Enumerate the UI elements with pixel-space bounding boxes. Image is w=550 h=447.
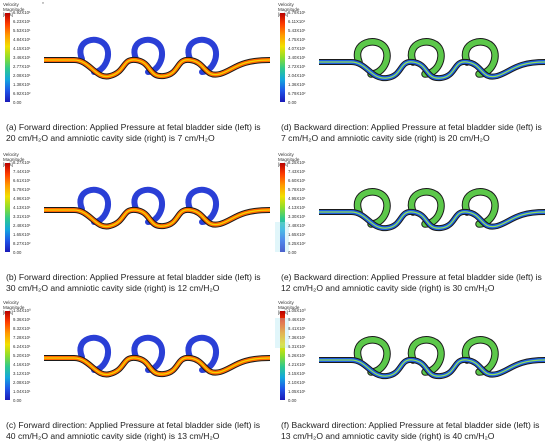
tick-label: 9.46X10¹ <box>288 317 306 322</box>
panel-caption: (a) Forward direction: Applied Pressure … <box>6 122 261 143</box>
tick-label: 8.25X10² <box>288 241 306 246</box>
tick-label: 4.16X10¹ <box>13 362 31 367</box>
panel-caption: (e) Backward direction: Applied Pressure… <box>281 272 542 293</box>
tick-label: 3.15X10¹ <box>288 371 306 376</box>
tick-label: 0.00 <box>13 250 22 255</box>
tick-label: 0.00 <box>288 100 297 105</box>
tick-label: 5.53X10¹ <box>13 28 31 33</box>
panel-caption: (f) Backward direction: Applied Pressure… <box>281 420 540 441</box>
tick-label: 6.23X10¹ <box>13 19 31 24</box>
tick-label: 3.30X10¹ <box>288 214 306 219</box>
tick-label: 4.84X10¹ <box>13 37 31 42</box>
legend-title-line1: Velocity <box>3 300 19 305</box>
shunt-coil-flow-forward <box>44 330 270 384</box>
shunt-coil-flow-backward <box>319 330 545 384</box>
panel-caption: (b) Forward direction: Applied Pressure … <box>6 272 261 293</box>
tick-label: 2.10X10¹ <box>288 380 306 385</box>
tick-label: 5.26X10¹ <box>288 353 306 358</box>
tick-label: 4.75X10¹ <box>288 37 306 42</box>
tick-label: 8.25X10¹ <box>288 160 306 165</box>
tick-label: 6.60X10¹ <box>288 178 306 183</box>
tick-label: 4.21X10¹ <box>288 362 306 367</box>
tick-label: 6.92X10² <box>13 91 31 96</box>
tick-label: 2.48X10¹ <box>13 223 31 228</box>
tick-label: 2.77X10¹ <box>13 64 31 69</box>
colorbar-ticks: 6.79X10¹ 6.11X10¹ 5.43X10¹ 4.75X10¹ 4.07… <box>288 10 305 105</box>
tick-label: 3.40X10¹ <box>288 55 306 60</box>
tick-label: 7.36X10¹ <box>288 335 306 340</box>
tick-label: 6.79X10² <box>288 91 306 96</box>
tick-label: 6.11X10¹ <box>288 19 306 24</box>
legend-title-line1: Velocity <box>3 2 19 7</box>
tick-label: 6.79X10¹ <box>288 10 306 15</box>
corner-mark: * <box>42 2 44 8</box>
tick-label: 6.92X10¹ <box>13 10 31 15</box>
tick-label: 1.65X10¹ <box>288 232 306 237</box>
tick-label: 1.05X10⁰ <box>288 308 306 313</box>
velocity-colorbar <box>5 311 10 400</box>
tick-label: 7.44X10¹ <box>13 169 31 174</box>
tick-label: 5.79X10¹ <box>13 187 31 192</box>
render-artifact <box>275 318 289 348</box>
colorbar-ticks: 8.25X10¹ 7.43X10¹ 6.60X10¹ 5.78X10¹ 4.95… <box>288 160 305 255</box>
tick-label: 0.00 <box>288 398 297 403</box>
tick-label: 2.72X10¹ <box>288 64 306 69</box>
tick-label: 7.28X10¹ <box>13 335 31 340</box>
shunt-coil-flow-backward <box>319 182 545 236</box>
colorbar-ticks: 1.05X10⁰ 9.46X10¹ 8.41X10¹ 7.36X10¹ 6.31… <box>288 308 306 403</box>
legend-title-line1: Velocity <box>278 2 294 7</box>
shunt-coil-flow-forward <box>44 32 270 86</box>
tick-label: 5.43X10¹ <box>288 28 306 33</box>
tick-label: 4.13X10¹ <box>288 205 306 210</box>
tick-label: 5.20X10¹ <box>13 353 31 358</box>
velocity-colorbar <box>280 13 285 102</box>
legend-title-line1: Velocity <box>278 300 294 305</box>
tick-label: 3.46X10¹ <box>13 55 31 60</box>
tick-label: 8.27X10² <box>13 241 31 246</box>
tick-label: 9.36X10¹ <box>13 317 31 322</box>
colorbar-ticks: 6.92X10¹ 6.23X10¹ 5.53X10¹ 4.84X10¹ 4.15… <box>13 10 30 105</box>
shunt-coil-flow-backward <box>319 32 545 86</box>
tick-label: 4.13X10¹ <box>13 205 31 210</box>
tick-label: 6.24X10¹ <box>13 344 31 349</box>
tick-label: 8.32X10¹ <box>13 326 31 331</box>
tick-label: 3.12X10¹ <box>13 371 31 376</box>
shunt-coil-flow-forward <box>44 182 270 236</box>
tick-label: 7.43X10¹ <box>288 169 306 174</box>
render-artifact <box>275 222 289 252</box>
tick-label: 5.78X10¹ <box>288 187 306 192</box>
tick-label: 4.15X10¹ <box>13 46 31 51</box>
tick-label: 4.96X10¹ <box>13 196 31 201</box>
panel-caption: (c) Forward direction: Applied Pressure … <box>6 420 261 441</box>
legend-title-line1: Velocity <box>278 152 294 157</box>
tick-label: 6.61X10¹ <box>13 178 31 183</box>
tick-label: 4.07X10¹ <box>288 46 306 51</box>
velocity-colorbar <box>280 311 285 400</box>
tick-label: 4.95X10¹ <box>288 196 306 201</box>
tick-label: 2.08X10¹ <box>13 380 31 385</box>
tick-label: 8.27X10¹ <box>13 160 31 165</box>
tick-label: 6.31X10¹ <box>288 344 306 349</box>
tick-label: 2.48X10¹ <box>288 223 306 228</box>
tick-label: 1.36X10¹ <box>288 82 306 87</box>
velocity-colorbar <box>280 163 285 252</box>
tick-label: 2.08X10¹ <box>13 73 31 78</box>
tick-label: 0.00 <box>288 250 297 255</box>
tick-label: 2.04X10¹ <box>288 73 306 78</box>
colorbar-ticks: 1.04X10⁰ 9.36X10¹ 8.32X10¹ 7.28X10¹ 6.24… <box>13 308 31 403</box>
tick-label: 1.04X10⁰ <box>13 308 31 313</box>
panel-caption: (d) Backward direction: Applied Pressure… <box>281 122 542 143</box>
tick-label: 0.00 <box>13 100 22 105</box>
tick-label: 0.00 <box>13 398 22 403</box>
tick-label: 1.65X10¹ <box>13 232 31 237</box>
tick-label: 3.31X10¹ <box>13 214 31 219</box>
tick-label: 1.05X10¹ <box>288 389 306 394</box>
colorbar-ticks: 8.27X10¹ 7.44X10¹ 6.61X10¹ 5.79X10¹ 4.96… <box>13 160 30 255</box>
legend-title-line1: Velocity <box>3 152 19 157</box>
tick-label: 8.41X10¹ <box>288 326 306 331</box>
tick-label: 1.38X10¹ <box>13 82 31 87</box>
velocity-colorbar <box>5 13 10 102</box>
velocity-colorbar <box>5 163 10 252</box>
tick-label: 1.04X10¹ <box>13 389 31 394</box>
